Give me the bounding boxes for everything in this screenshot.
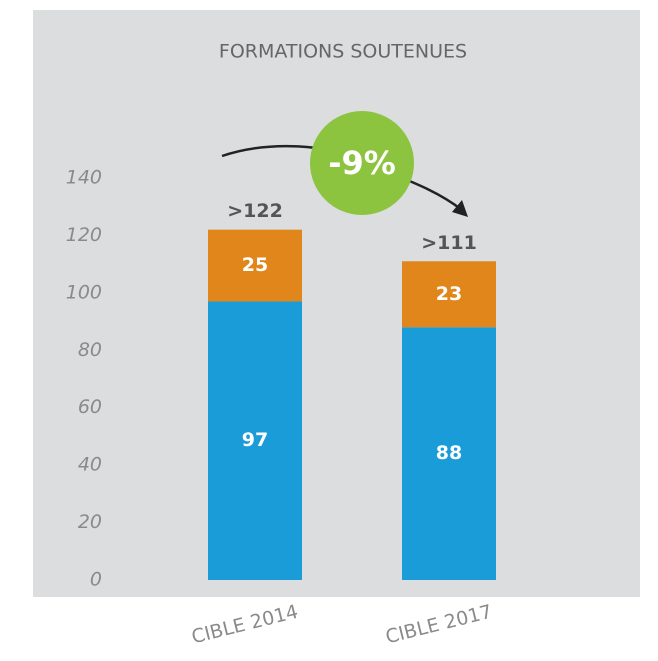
bar-segment [402, 327, 496, 580]
arrow-head [452, 200, 468, 217]
y-tick-label: 120 [66, 224, 102, 246]
annotation: -9% [328, 144, 396, 182]
value-label: 25 [242, 254, 268, 276]
total-label: >111 [421, 232, 477, 254]
y-tick-label: 20 [78, 511, 102, 533]
y-tick-label: 40 [78, 454, 102, 476]
value-label: 88 [436, 442, 462, 464]
bar-segment [402, 261, 496, 328]
y-tick-label: 80 [78, 339, 102, 361]
annotation-badge [310, 111, 414, 215]
value-label: 97 [242, 429, 268, 451]
y-tick-label: 100 [66, 281, 102, 303]
x-tick-label: CIBLE 2017 [383, 601, 494, 649]
total-label: >122 [227, 200, 283, 222]
chart-title: FORMATIONS SOUTENUES [219, 41, 467, 63]
y-tick-label: 60 [78, 396, 102, 418]
y-tick-label: 0 [90, 569, 102, 591]
bar-segment [208, 301, 302, 580]
bar-segment [208, 229, 302, 302]
x-tick-label: CIBLE 2014 [189, 601, 300, 649]
plot-background [33, 10, 640, 597]
value-label: 23 [436, 283, 462, 305]
y-tick-label: 140 [66, 167, 102, 189]
